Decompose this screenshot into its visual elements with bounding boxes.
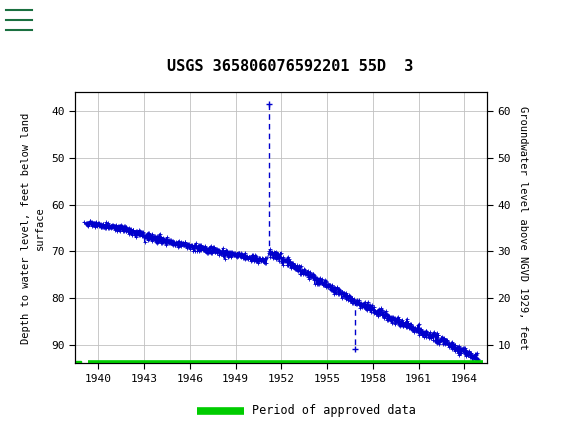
Text: USGS 365806076592201 55D  3: USGS 365806076592201 55D 3 [167, 59, 413, 74]
Text: Period of approved data: Period of approved data [252, 404, 416, 417]
Bar [3, 2, 58, 38]
Text: USGS: USGS [35, 12, 82, 28]
Y-axis label: Groundwater level above NGVD 1929, feet: Groundwater level above NGVD 1929, feet [518, 106, 528, 350]
Y-axis label: Depth to water level, feet below land
surface: Depth to water level, feet below land su… [20, 112, 45, 344]
